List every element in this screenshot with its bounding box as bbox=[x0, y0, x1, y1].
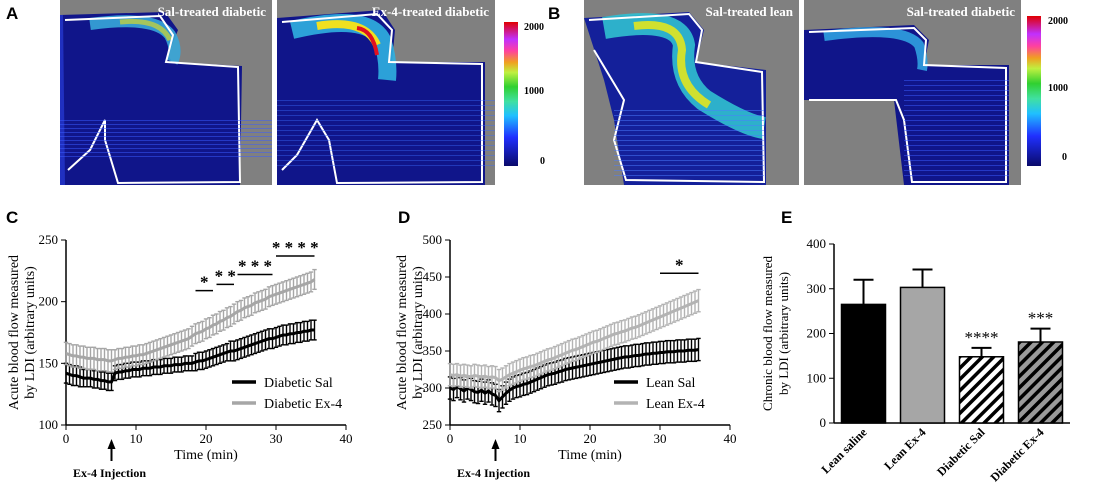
ldi-image-sal-diabetic-a: Sal-treated diabetic bbox=[60, 0, 272, 185]
significance-stars: * * bbox=[215, 266, 236, 285]
x-axis-label: Time (min) bbox=[174, 448, 238, 463]
ldi-heatmap bbox=[804, 25, 1009, 185]
bar bbox=[958, 356, 1005, 424]
injection-label: Ex-4 Injection bbox=[457, 466, 530, 480]
panel-letter-c: C bbox=[6, 208, 19, 227]
x-tick-label: 10 bbox=[130, 431, 143, 446]
ldi-title: Sal-treated diabetic bbox=[157, 4, 266, 19]
ldi-image-sal-diabetic-b: Sal-treated diabetic bbox=[804, 0, 1021, 185]
x-tick-label: 10 bbox=[514, 431, 527, 446]
x-tick-label: 20 bbox=[584, 431, 597, 446]
y-tick-label: 350 bbox=[423, 343, 443, 358]
chart-d: 0 10 20 30 40 250 300 350 400 450 500 Time (min) Acu… bbox=[395, 232, 737, 480]
colorbar-mid-label: 1000 bbox=[1048, 83, 1068, 94]
x-category-label: Diabetic Ex-4 bbox=[987, 425, 1046, 484]
significance-stars: *** bbox=[1028, 309, 1054, 328]
colorbar-max-label: 2000 bbox=[1048, 16, 1068, 27]
x-tick-label: 30 bbox=[654, 431, 667, 446]
y-tick-label: 100 bbox=[807, 370, 827, 385]
y-tick-label: 400 bbox=[807, 236, 827, 251]
x-tick-label: 40 bbox=[340, 431, 353, 446]
significance-stars: * bbox=[675, 255, 684, 274]
x-tick-label: 30 bbox=[270, 431, 283, 446]
colorbar-max-label: 2000 bbox=[524, 22, 544, 33]
legend-label: Diabetic Sal bbox=[264, 376, 333, 391]
ldi-heatmap bbox=[584, 12, 767, 185]
ldi-title: Sal-treated lean bbox=[705, 4, 794, 19]
x-category-label: Lean saline bbox=[818, 425, 870, 477]
y-axis-label: Chronic blood flow measured bbox=[760, 256, 775, 411]
x-category-label: Diabetic Sal bbox=[934, 425, 988, 479]
series-line-1 bbox=[65, 278, 316, 363]
x-category-label: Lean Ex-4 bbox=[881, 425, 928, 472]
significance-stars: **** bbox=[965, 328, 999, 347]
y-axis-label: by LDI (arbitrary units) bbox=[23, 266, 38, 399]
ldi-title: Sal-treated diabetic bbox=[906, 4, 1015, 19]
x-tick-label: 40 bbox=[724, 431, 737, 446]
ldi-image-sal-lean: Sal-treated lean bbox=[584, 0, 799, 185]
colorbar-a bbox=[504, 22, 518, 166]
series-line-0 bbox=[449, 348, 699, 403]
panel-letter-d: D bbox=[398, 208, 411, 227]
colorbar-b bbox=[1027, 16, 1041, 166]
significance-stars: * * * bbox=[238, 257, 272, 276]
colorbar-min-label: 0 bbox=[1062, 152, 1067, 163]
injection-arrowhead bbox=[491, 439, 500, 449]
y-tick-label: 450 bbox=[423, 269, 443, 284]
x-tick-label: 0 bbox=[447, 431, 454, 446]
colorbar-min-label: 0 bbox=[540, 156, 545, 167]
series-line-0 bbox=[65, 328, 315, 384]
x-axis-label: Time (min) bbox=[558, 448, 622, 463]
x-tick-label: 20 bbox=[200, 431, 213, 446]
bar bbox=[1017, 341, 1064, 424]
series-line-1 bbox=[449, 299, 700, 383]
chart-c: 0 10 20 30 40 100 150 200 250 Time (min) Acute blo… bbox=[7, 232, 353, 480]
y-tick-label: 150 bbox=[39, 355, 59, 370]
y-tick-label: 300 bbox=[807, 281, 827, 296]
panel-letter-e: E bbox=[781, 208, 793, 227]
y-tick-label: 500 bbox=[423, 232, 443, 247]
ldi-heatmap bbox=[60, 12, 272, 185]
significance-stars: * * * * bbox=[272, 238, 319, 257]
y-tick-label: 400 bbox=[423, 306, 443, 321]
y-axis-label: Acute blood flow measured bbox=[7, 255, 22, 410]
y-tick-label: 250 bbox=[39, 232, 59, 247]
significance-stars: * bbox=[200, 273, 209, 292]
ldi-title: Ex-4-treated diabetic bbox=[371, 4, 489, 19]
panel-letter-b: B bbox=[548, 4, 561, 23]
y-tick-label: 200 bbox=[807, 326, 827, 341]
y-tick-label: 200 bbox=[39, 294, 59, 309]
y-tick-label: 100 bbox=[39, 417, 59, 432]
y-tick-label: 300 bbox=[423, 380, 443, 395]
panel-letter-a: A bbox=[6, 4, 19, 23]
legend-label: Lean Sal bbox=[646, 376, 695, 391]
injection-label: Ex-4 Injection bbox=[73, 466, 146, 480]
x-tick-label: 0 bbox=[63, 431, 70, 446]
bar bbox=[899, 286, 946, 424]
bar bbox=[840, 303, 887, 424]
y-axis-label: by LDI (arbitrary units) bbox=[776, 272, 791, 395]
ldi-heatmap bbox=[277, 10, 495, 185]
legend-label: Diabetic Ex-4 bbox=[264, 397, 342, 412]
chart-e: 0 100 200 300 400 Chronic blood flow measured… bbox=[760, 236, 1070, 484]
colorbar-mid-label: 1000 bbox=[524, 86, 544, 97]
y-tick-label: 0 bbox=[820, 415, 827, 430]
y-axis-label: by LDI (arbitrary units) bbox=[411, 266, 426, 399]
injection-arrowhead bbox=[107, 439, 116, 449]
y-tick-label: 250 bbox=[423, 417, 443, 432]
y-axis-label: Acute blood flow measured bbox=[395, 255, 410, 410]
ldi-image-ex4-diabetic: Ex-4-treated diabetic bbox=[277, 0, 495, 185]
legend-label: Lean Ex-4 bbox=[646, 397, 705, 412]
